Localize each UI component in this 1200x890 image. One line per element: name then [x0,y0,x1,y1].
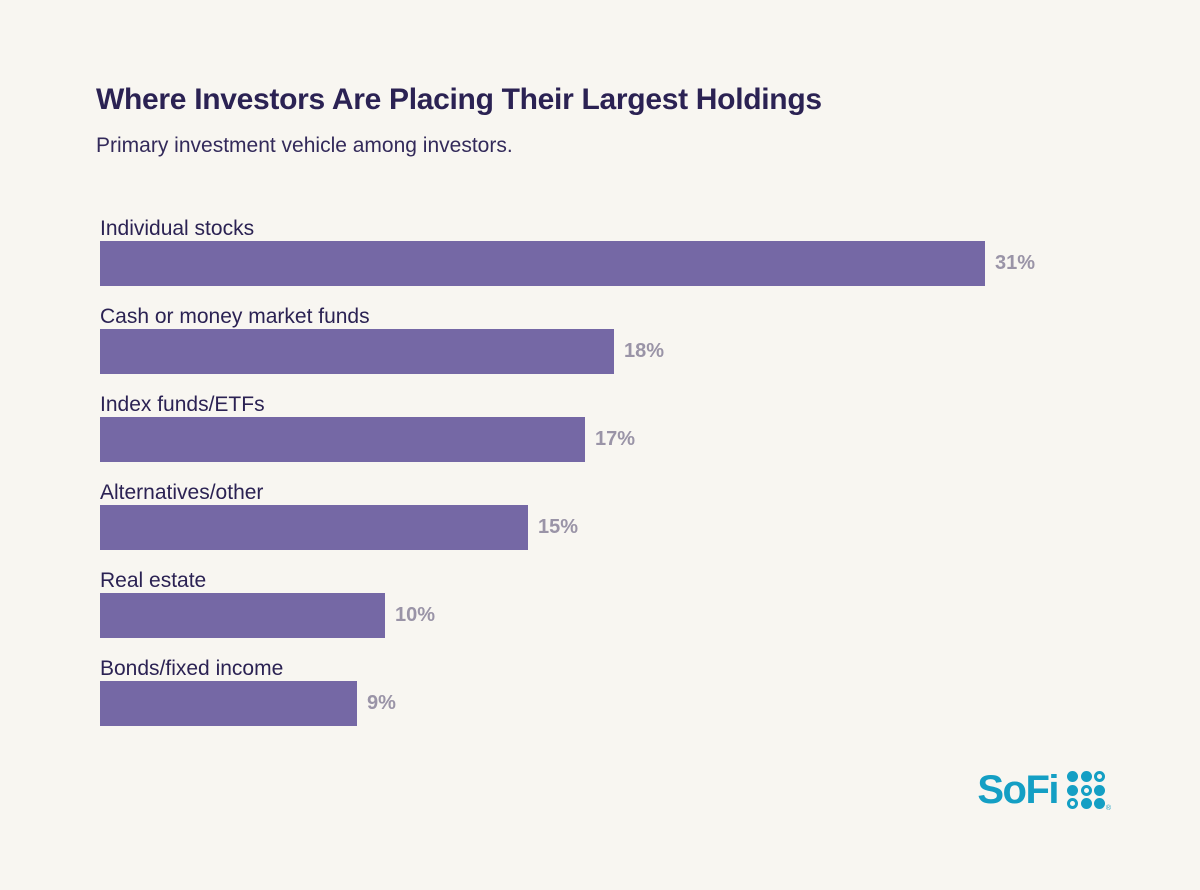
bar-line: 9% [100,681,1100,726]
bar-row: Real estate 10% [100,568,1100,638]
bar-label: Alternatives/other [100,481,264,504]
dot-outline-icon [1080,784,1092,796]
bar [100,329,614,374]
dot-grid [1067,771,1105,809]
bar-value: 18% [624,340,665,362]
sofi-wordmark: SoFi [977,768,1059,812]
dot-outline-icon [1094,771,1105,782]
dot-filled-icon [1067,771,1078,782]
dot-outline-icon [1067,798,1078,809]
bar-line: 31% [100,241,1100,286]
bar-value: 17% [595,428,636,450]
bar-value: 10% [395,604,436,626]
bar [100,681,357,726]
dot-filled-icon [1080,771,1092,782]
chart-header: Where Investors Are Placing Their Larges… [96,82,1106,159]
bar-row: Alternatives/other 15% [100,480,1100,550]
bar-line: 15% [100,505,1100,550]
bar-line: 18% [100,329,1100,374]
bar-row: Bonds/fixed income 9% [100,656,1100,726]
bar-label: Cash or money market funds [100,305,370,328]
bar-value: 31% [995,252,1036,274]
sofi-logo: SoFi ® [977,768,1111,812]
sofi-dot-grid-icon: ® [1067,771,1111,812]
registered-trademark: ® [1105,805,1111,812]
bar-label: Individual stocks [100,217,255,240]
bar [100,417,585,462]
bar [100,241,985,286]
chart-subtitle: Primary investment vehicle among investo… [96,134,513,157]
bar-value: 9% [367,692,396,714]
bar-chart: Individual stocks 31% Cash or money market… [100,216,1100,744]
bar-row: Index funds/ETFs 17% [100,392,1100,462]
bar-label: Real estate [100,569,207,592]
bar [100,505,528,550]
dot-filled-icon [1094,784,1105,796]
dot-filled-icon [1080,798,1092,809]
dot-filled-icon [1094,798,1105,809]
dot-filled-icon [1067,784,1078,796]
bar-line: 10% [100,593,1100,638]
chart-title: Where Investors Are Placing Their Larges… [96,83,822,116]
bar-label: Bonds/fixed income [100,657,284,680]
bar-row: Cash or money market funds 18% [100,304,1100,374]
bar-line: 17% [100,417,1100,462]
bar-label: Index funds/ETFs [100,393,265,416]
bar-row: Individual stocks 31% [100,216,1100,286]
bar [100,593,385,638]
bar-value: 15% [538,516,579,538]
